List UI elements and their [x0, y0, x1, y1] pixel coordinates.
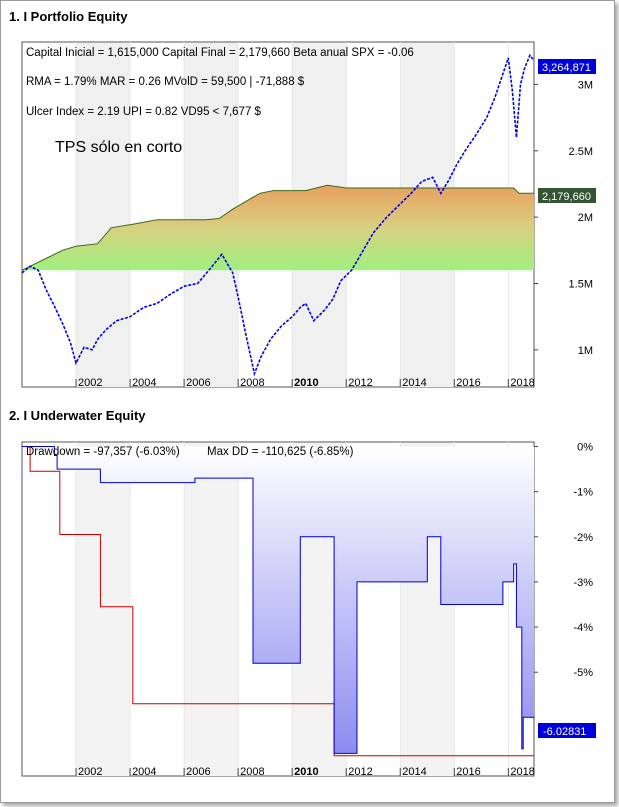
- y-tick-label: -1%: [573, 487, 593, 499]
- drawdown-stat: Drawdown = -97,357 (-6.03%): [26, 446, 180, 458]
- x-tick-label: 2002: [78, 766, 102, 778]
- y-tick-label: 3M: [578, 79, 593, 91]
- x-tick-label: 2016: [456, 377, 480, 389]
- y-tick-label: 2M: [578, 212, 593, 224]
- x-tick-label: 2002: [78, 377, 102, 389]
- x-tick-label: 2006: [186, 377, 210, 389]
- x-tick-label: 2012: [348, 377, 372, 389]
- y-tick-label: 2.5M: [569, 146, 593, 158]
- x-tick-label: 2018: [510, 377, 534, 389]
- equity-chart: Capital Inicial = 1,615,000 Capital Fina…: [21, 41, 596, 389]
- period-band: [76, 443, 131, 776]
- y-tick-label: -4%: [573, 622, 593, 634]
- drawdown-value-label: -6.02831: [543, 726, 586, 738]
- panel2-title: 2. I Underwater Equity: [9, 408, 146, 423]
- portfolio-value-label: 2,179,660: [542, 191, 591, 203]
- chart-annotation: TPS sólo en corto: [55, 139, 182, 156]
- last-value-badge: 3,264,871: [538, 59, 596, 74]
- maxdd-stat: Max DD = -110,625 (-6.85%): [207, 446, 354, 458]
- drawdown-area: [22, 446, 534, 754]
- drawdown-value-badge: -6.02831: [538, 723, 596, 738]
- last-value-label: 3,264,871: [542, 62, 591, 74]
- drawdown-line: [22, 446, 535, 754]
- portfolio-value-badge: 2,179,660: [538, 188, 596, 203]
- period-band: [76, 43, 131, 387]
- equity-line: [21, 53, 535, 377]
- x-tick-label: 2018: [510, 766, 534, 778]
- stats-line-1: Capital Inicial = 1,615,000 Capital Fina…: [26, 47, 414, 59]
- y-tick-label: -2%: [573, 532, 593, 544]
- portfolio-area: [22, 185, 534, 271]
- period-band: [184, 443, 239, 776]
- x-tick-label: 2008: [240, 377, 264, 389]
- y-tick-label: 1M: [578, 345, 593, 357]
- max-drawdown-line: [22, 446, 534, 757]
- x-tick-label: 2014: [402, 377, 426, 389]
- x-tick-label: 2008: [240, 766, 264, 778]
- x-tick-label: 2012: [348, 766, 372, 778]
- stats-line-3: Ulcer Index = 2.19 UPI = 0.82 VD95 < 7,6…: [26, 106, 262, 118]
- y-tick-label: 0%: [577, 442, 593, 454]
- y-tick-label: -5%: [573, 667, 593, 679]
- portfolio-line: [21, 184, 534, 271]
- y-tick-label: -3%: [573, 577, 593, 589]
- x-tick-label: 2006: [186, 766, 210, 778]
- x-tick-label: 2004: [132, 377, 156, 389]
- x-tick-label: 2010: [294, 766, 318, 778]
- stats-line-2: RMA = 1.79% MAR = 0.26 MVolD = 59,500 | …: [26, 76, 305, 88]
- x-tick-label: 2016: [456, 766, 480, 778]
- x-tick-label: 2014: [402, 766, 426, 778]
- x-tick-label: 2010: [294, 377, 318, 389]
- y-tick-label: 1.5M: [569, 279, 593, 291]
- panel1-title: 1. I Portfolio Equity: [9, 9, 128, 24]
- x-tick-label: 2004: [132, 766, 156, 778]
- underwater-chart: Drawdown = -97,357 (-6.03%) Max DD = -11…: [21, 441, 596, 778]
